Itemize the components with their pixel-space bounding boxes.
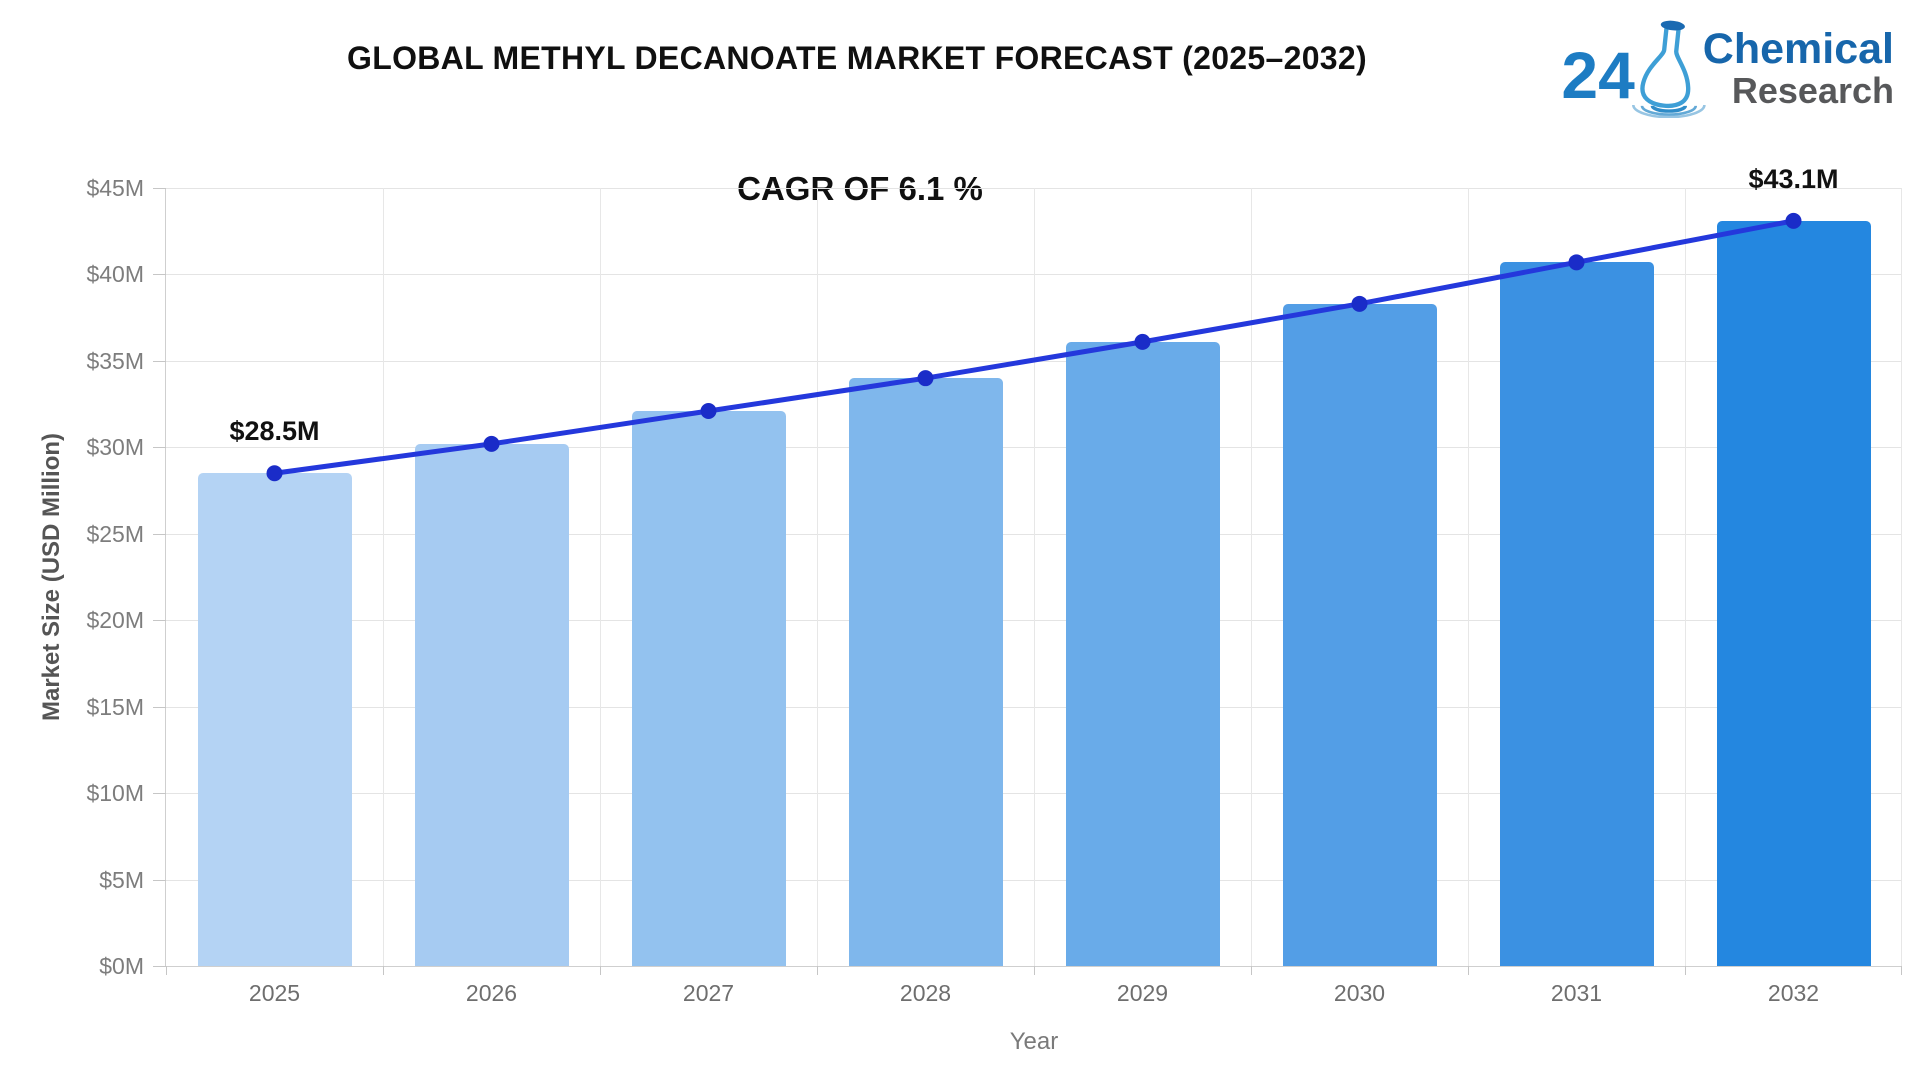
y-axis-tick-mark — [153, 793, 166, 795]
x-axis-tick-label: 2027 — [682, 980, 735, 1006]
y-axis-tick-mark — [153, 879, 166, 881]
trend-point-2031 — [1568, 254, 1585, 271]
trend-point-2032 — [1785, 212, 1802, 229]
gridline-vertical — [817, 188, 818, 966]
bar-2026 — [414, 443, 569, 966]
trend-point-2026 — [483, 435, 500, 452]
logo-number: 24 — [1561, 38, 1635, 112]
gridline-vertical — [1251, 188, 1252, 966]
x-axis-tick-mark — [1034, 966, 1035, 975]
y-axis-tick-label: $10M — [86, 780, 144, 807]
plot-area: $0M $5M $10M $15M $20M $25M $30M $35M $40M $45M 20… — [86, 164, 1902, 1006]
gridline-vertical — [1901, 188, 1902, 966]
trend-line-path — [274, 218, 1794, 476]
logo-chemical-text: Chemical — [1702, 25, 1894, 73]
y-axis-tick-mark — [153, 706, 166, 708]
x-axis-tick-mark — [166, 966, 167, 975]
x-axis-tick-label: 2026 — [465, 980, 518, 1006]
y-axis-tick-label: $5M — [99, 866, 144, 893]
x-axis-tick-mark — [1468, 966, 1469, 975]
bar-2031 — [1499, 262, 1654, 966]
y-axis-title: Market Size (USD Million) — [38, 432, 65, 722]
x-axis-tick-mark — [600, 966, 601, 975]
bar-2029 — [1065, 341, 1220, 966]
data-label-2025: $28.5M — [229, 416, 320, 447]
gridline-vertical — [1685, 188, 1686, 966]
x-axis-tick-label: 2028 — [899, 980, 952, 1006]
x-axis-title: Year — [1009, 1028, 1059, 1055]
gridline-vertical — [1468, 188, 1469, 966]
x-axis-tick-mark — [1251, 966, 1252, 975]
x-axis-tick-label: 2025 — [248, 980, 301, 1006]
bar-2028 — [848, 378, 1003, 966]
bar-2025 — [197, 473, 352, 966]
y-axis-tick-label: $20M — [86, 607, 144, 634]
y-axis-tick-mark — [153, 274, 166, 276]
x-axis-tick-mark — [1901, 966, 1902, 975]
x-axis-tick-label: 2029 — [1116, 980, 1169, 1006]
x-axis-tick-mark — [383, 966, 384, 975]
y-axis-tick-label: $15M — [86, 693, 144, 720]
trend-line — [266, 212, 1802, 482]
x-axis-tick-mark — [817, 966, 818, 975]
logo-research-text: Research — [1731, 70, 1894, 111]
gridline-vertical — [1034, 188, 1035, 966]
bar-2030 — [1282, 303, 1437, 966]
data-label-2032: $43.1M — [1748, 163, 1839, 194]
y-axis-tick-label: $45M — [86, 175, 144, 201]
y-axis-tick-label: $0M — [99, 953, 144, 979]
y-axis-tick-mark — [153, 620, 166, 622]
y-axis-tick-mark — [153, 447, 166, 449]
logo-24chemicalresearch: 24 Chemical Research — [1561, 14, 1894, 118]
x-axis-tick-label: 2032 — [1767, 980, 1820, 1006]
trend-point-2028 — [917, 370, 934, 387]
gridline-vertical — [383, 188, 384, 966]
trend-point-2029 — [1134, 333, 1151, 350]
chart-title: GLOBAL METHYL DECANOATE MARKET FORECAST … — [347, 40, 1367, 76]
trend-point-2027 — [700, 403, 717, 420]
x-axis-tick-label: 2030 — [1333, 980, 1386, 1006]
y-axis-tick-label: $40M — [86, 261, 144, 288]
y-axis-tick-mark — [153, 966, 166, 967]
flask-icon — [1631, 20, 1706, 118]
y-axis-tick-label: $35M — [86, 347, 144, 374]
y-axis-tick-label: $25M — [86, 520, 144, 547]
gridline-vertical — [600, 188, 601, 966]
y-axis-tick-mark — [153, 360, 166, 362]
bar-2032 — [1716, 220, 1871, 966]
logo-wordmark: Chemical Research — [1703, 28, 1894, 109]
y-axis-tick-mark — [153, 533, 166, 535]
x-axis-tick-label: 2031 — [1550, 980, 1603, 1006]
trend-point-2030 — [1351, 295, 1368, 312]
x-axis-tick-mark — [1685, 966, 1686, 975]
y-axis-tick-mark — [153, 188, 166, 189]
bar-2027 — [631, 411, 786, 966]
trend-point-2025 — [266, 465, 283, 482]
y-axis-tick-label: $30M — [86, 434, 144, 461]
